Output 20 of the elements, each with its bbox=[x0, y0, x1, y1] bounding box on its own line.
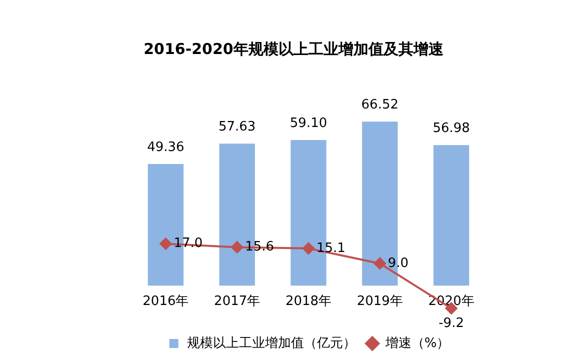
data-label: 66.52 bbox=[361, 98, 399, 113]
x-tick-label: 2017年 bbox=[214, 294, 260, 309]
x-tick-label: 2016年 bbox=[142, 294, 189, 309]
bar bbox=[433, 145, 470, 286]
legend-label: 增速（%） bbox=[384, 336, 450, 351]
chart-title: 2016-2020年规模以上工业增加值及其增速 bbox=[142, 40, 444, 59]
data-label: 56.98 bbox=[432, 121, 470, 136]
data-label: 15.1 bbox=[316, 240, 346, 256]
x-tick-label: 2018年 bbox=[285, 294, 332, 309]
legend-label: 规模以上工业增加值（亿元） bbox=[186, 336, 356, 351]
x-tick-label: 2019年 bbox=[356, 294, 403, 309]
point bbox=[160, 238, 172, 250]
point bbox=[231, 241, 244, 254]
point bbox=[302, 242, 314, 254]
data-label: 57.63 bbox=[218, 119, 256, 134]
data-label: 59.10 bbox=[290, 116, 328, 131]
data-label: 9.0 bbox=[388, 256, 409, 271]
data-label: -9.2 bbox=[438, 316, 464, 332]
point bbox=[374, 257, 386, 270]
data-label: 49.36 bbox=[147, 140, 184, 155]
